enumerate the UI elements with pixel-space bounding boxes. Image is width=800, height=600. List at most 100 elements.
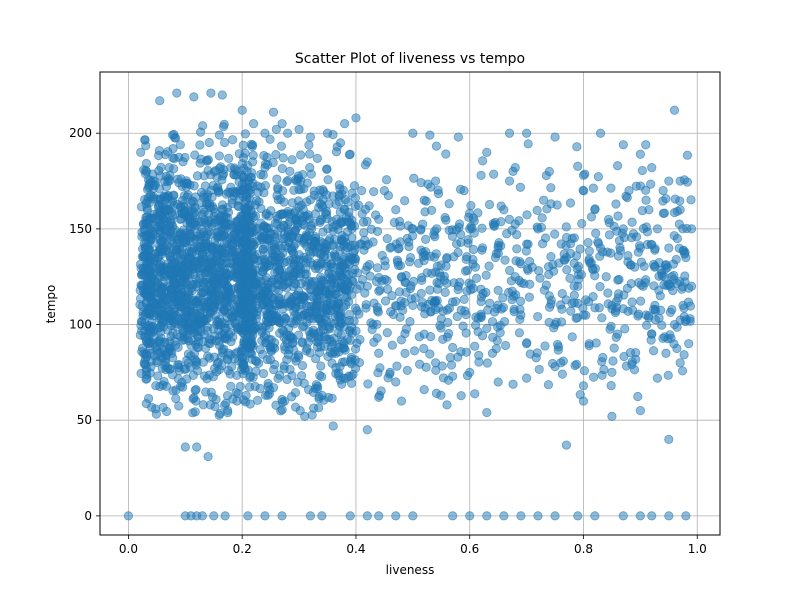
scatter-point	[349, 316, 359, 326]
scatter-point	[268, 107, 279, 117]
scatter-point	[258, 349, 268, 359]
scatter-point	[590, 511, 600, 521]
scatter-point	[647, 511, 657, 521]
scatter-point	[145, 266, 155, 276]
scatter-point	[349, 221, 360, 231]
y-tick-label: 0	[84, 509, 92, 523]
scatter-point	[623, 251, 633, 261]
scatter-point	[432, 295, 442, 306]
scatter-point	[611, 199, 621, 209]
scatter-point	[369, 337, 379, 347]
scatter-point	[312, 384, 323, 394]
scatter-point	[473, 327, 483, 337]
scatter-point	[148, 338, 158, 348]
scatter-point	[154, 263, 164, 273]
scatter-point	[595, 282, 605, 292]
scatter-point	[146, 302, 157, 312]
scatter-point	[171, 385, 181, 395]
scatter-point	[271, 150, 281, 160]
scatter-point	[287, 155, 297, 165]
scatter-point	[625, 348, 636, 358]
scatter-point	[466, 279, 476, 290]
scatter-point	[290, 402, 301, 412]
scatter-point	[523, 139, 533, 149]
scatter-point	[459, 186, 469, 196]
scatter-point	[374, 392, 384, 402]
scatter-point	[240, 129, 250, 139]
scatter-point	[297, 338, 307, 348]
scatter-point	[259, 151, 269, 161]
scatter-point	[624, 186, 634, 196]
scatter-point	[363, 379, 373, 389]
scatter-point	[141, 374, 151, 384]
scatter-point	[540, 341, 550, 351]
scatter-point	[391, 205, 401, 215]
scatter-point	[633, 309, 644, 319]
scatter-point	[588, 292, 598, 302]
scatter-point	[242, 194, 252, 205]
scatter-point	[204, 370, 214, 380]
scatter-point	[677, 284, 687, 294]
scatter-point	[198, 249, 208, 259]
scatter-point	[253, 395, 263, 405]
scatter-point	[374, 348, 384, 358]
scatter-point	[677, 366, 688, 376]
scatter-point	[293, 196, 304, 206]
scatter-point	[627, 357, 637, 367]
scatter-point	[482, 407, 492, 418]
scatter-point	[476, 170, 486, 180]
scatter-point	[135, 330, 145, 340]
scatter-point	[394, 243, 404, 253]
scatter-point	[144, 279, 154, 289]
scatter-point	[382, 233, 392, 244]
scatter-point	[168, 144, 178, 154]
scatter-point	[191, 385, 201, 395]
scatter-point	[273, 373, 283, 384]
scatter-point	[426, 182, 436, 192]
scatter-point	[277, 405, 287, 415]
scatter-point	[498, 293, 508, 303]
y-tick-label: 200	[69, 126, 92, 140]
scatter-point	[456, 229, 466, 240]
scatter-point	[155, 96, 165, 106]
scatter-point	[413, 258, 424, 268]
scatter-point	[233, 201, 243, 211]
scatter-point	[374, 214, 384, 224]
scatter-point	[150, 274, 160, 285]
scatter-point	[604, 230, 615, 240]
scatter-point	[180, 152, 190, 163]
scatter-point	[556, 239, 566, 249]
scatter-point	[442, 252, 452, 263]
scatter-point	[334, 180, 344, 190]
scatter-point	[652, 373, 663, 383]
scatter-point	[320, 208, 330, 218]
scatter-point	[431, 388, 442, 398]
scatter-point	[566, 306, 576, 316]
scatter-point	[400, 196, 410, 206]
scatter-point	[201, 232, 211, 242]
scatter-point	[161, 194, 172, 204]
scatter-point	[217, 260, 227, 270]
scatter-point	[208, 181, 218, 191]
scatter-point	[208, 324, 219, 334]
scatter-point	[340, 292, 350, 302]
scatter-point	[326, 279, 336, 289]
scatter-point	[416, 302, 427, 312]
scatter-point	[641, 140, 651, 150]
scatter-point	[316, 361, 326, 371]
scatter-point	[351, 326, 361, 336]
scatter-point	[561, 440, 572, 450]
scatter-point	[339, 119, 350, 129]
scatter-point	[149, 192, 159, 202]
scatter-point	[318, 227, 328, 237]
scatter-point	[499, 511, 509, 521]
scatter-point	[293, 171, 303, 181]
scatter-point	[188, 370, 198, 381]
scatter-point	[270, 359, 280, 370]
scatter-point	[509, 291, 519, 301]
scatter-point	[605, 324, 615, 334]
scatter-point	[266, 345, 276, 355]
scatter-point	[570, 360, 580, 371]
scatter-point	[171, 340, 181, 350]
scatter-point	[224, 153, 234, 163]
